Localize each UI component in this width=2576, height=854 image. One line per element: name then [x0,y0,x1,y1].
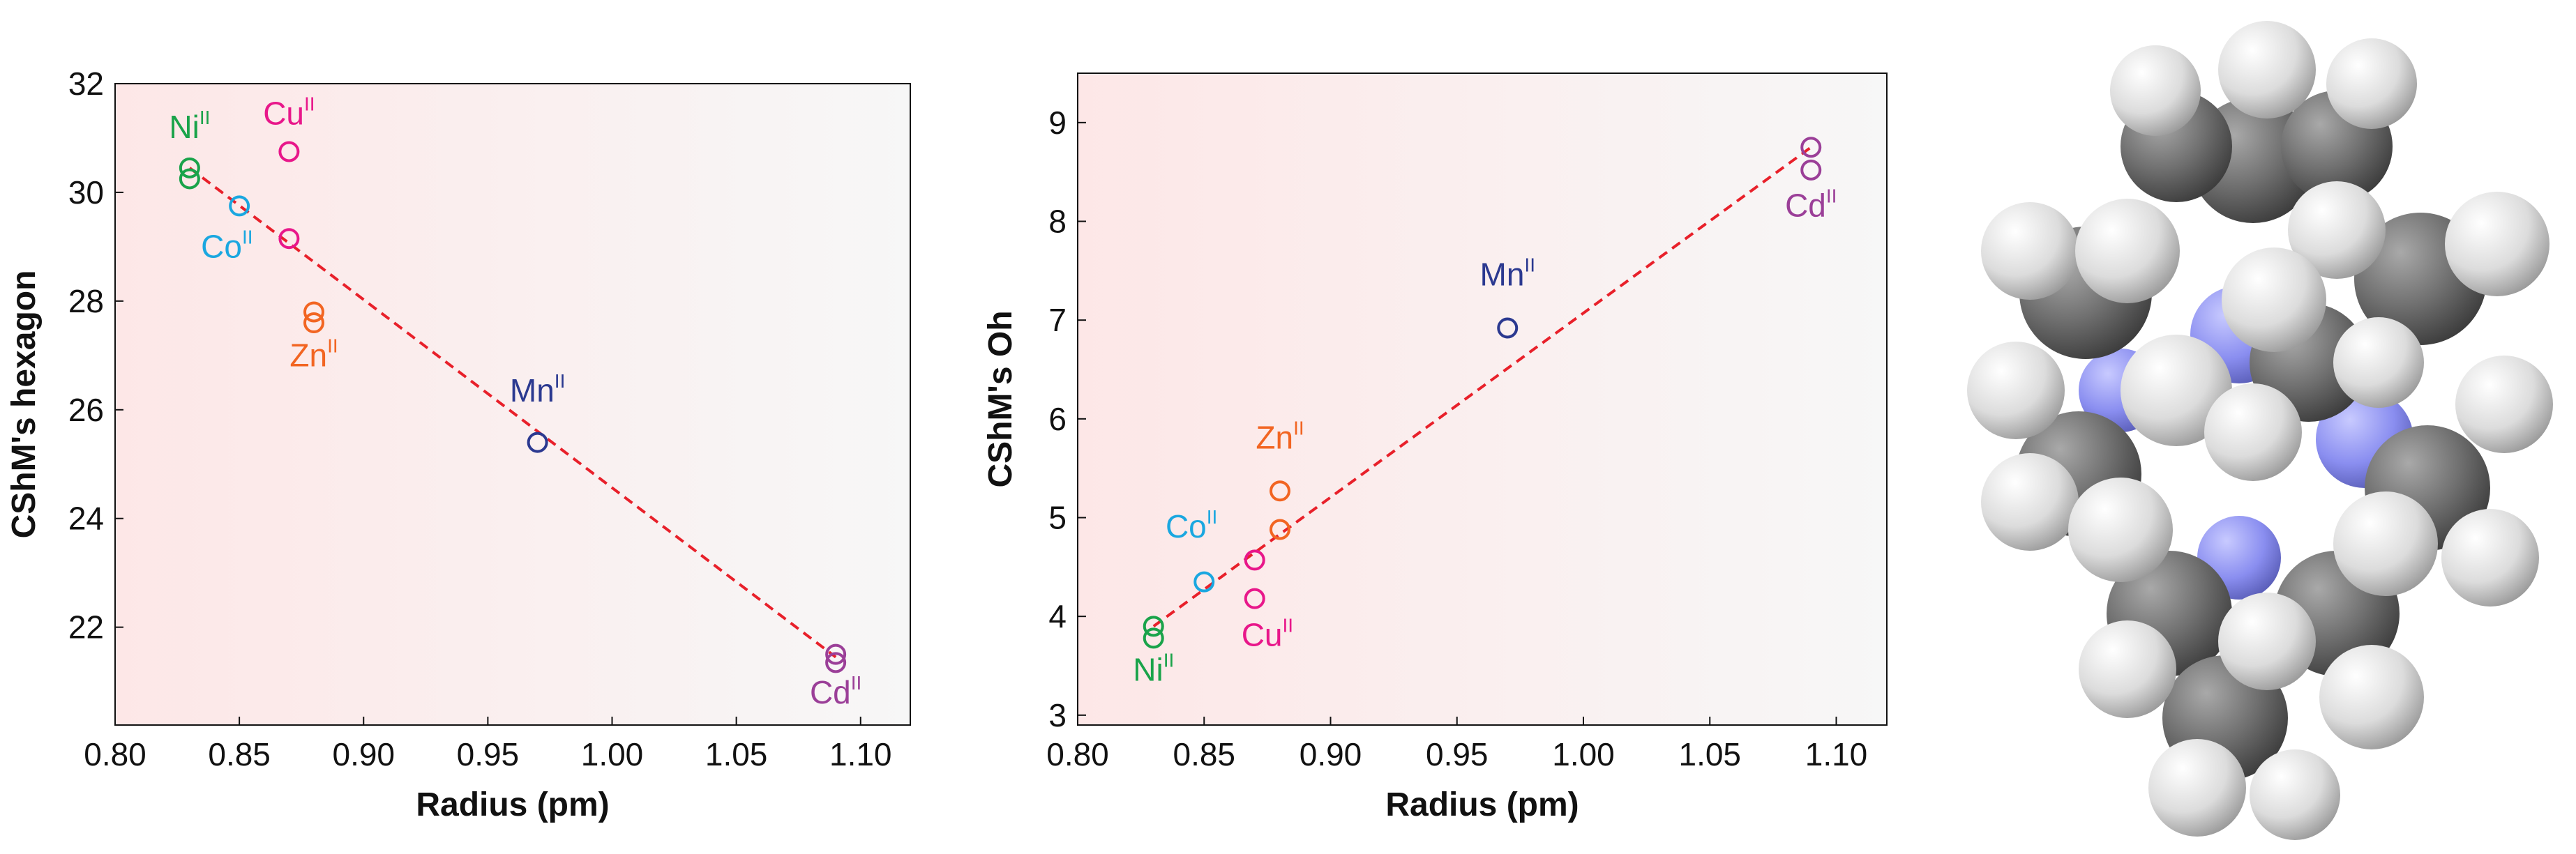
x-tick-label: 0.90 [332,736,395,772]
data-point-cd [1800,137,1822,158]
chart-hexagon-svg: 0.80 0.85 0.90 0.95 1.00 1.05 1.10 22 24 26 28 30 32… [6,66,911,823]
data-point-cu [1244,549,1265,571]
y-axis-title: CShM's hexagon [6,270,43,539]
data-point-ni [179,168,200,190]
point-label-oxidation: II [304,93,315,114]
point-label-oxidation: II [327,335,338,356]
y-tick-label: 28 [68,283,104,319]
point-label-ni: NiII [1133,649,1174,687]
y-axis-title: CShM's Oh [982,310,1019,487]
point-label-oxidation: II [1163,649,1175,671]
point-label-element: Mn [510,372,555,409]
data-point-zn [1270,519,1290,540]
data-point-zn [303,312,324,334]
point-label-element: Cd [810,674,851,710]
point-label-oxidation: II [555,370,566,392]
y-tick-label: 22 [68,609,104,646]
data-point-cd [825,643,847,665]
y-tick-label: 3 [1048,697,1067,733]
point-label-co: CoII [1166,506,1217,544]
data-point-ni [1143,627,1164,649]
point-label-element: Co [201,228,242,264]
space-filling-molecule [1967,21,2553,840]
point-label-oxidation: II [1524,254,1535,276]
point-label-oxidation: II [199,107,211,128]
y-tick-label: 5 [1048,500,1067,536]
y-tick-label: 7 [1048,302,1067,338]
point-label-element: Ni [169,109,199,145]
data-point-mn [1497,317,1519,339]
x-tick-label: 1.10 [829,736,892,772]
point-label-oxidation: II [1283,615,1294,636]
data-point-ni [179,157,200,178]
fit-line [1152,146,1812,627]
point-label-cd: CdII [810,672,861,710]
data-point-cd [1800,159,1822,181]
plot-area [114,83,911,726]
chart-oh: 0.80 0.85 0.90 0.95 1.00 1.05 1.10 3 4 5 6 7 8 9 Radiu… [970,0,1911,851]
x-tick-label: 0.95 [1426,736,1489,772]
data-point-mn [527,432,548,453]
x-axis-title: Radius (pm) [416,786,609,823]
point-label-element: Mn [1480,257,1525,293]
data-point-co [229,195,250,217]
data-point-co [1193,571,1215,593]
y-tick-label: 8 [1048,204,1067,240]
x-tick-label: 0.80 [84,736,146,772]
x-tick-label: 1.00 [1552,736,1615,772]
point-label-mn: MnII [1480,254,1535,293]
point-label-cu: CuII [263,93,315,131]
x-tick-label: 0.85 [208,736,271,772]
fit-line [188,167,837,659]
x-tick-label: 1.05 [1678,736,1741,772]
x-tick-label: 0.90 [1300,736,1362,772]
y-tick-label: 6 [1048,401,1067,437]
point-label-element: Cd [1785,187,1826,223]
data-point-cu [1244,588,1265,609]
x-tick-label: 1.05 [705,736,768,772]
x-tick-label: 1.10 [1805,736,1868,772]
y-tick-label: 4 [1048,598,1067,634]
molecule-structure-image [1946,0,2576,851]
point-label-oxidation: II [851,672,862,694]
point-label-element: Cu [1242,617,1283,653]
point-label-mn: MnII [510,370,565,409]
point-label-oxidation: II [242,226,253,247]
point-label-ni: NiII [169,107,210,145]
data-point-zn [303,301,324,323]
y-tick-label: 30 [68,174,104,211]
data-point-ni [1143,616,1164,637]
y-tick-label: 24 [68,501,104,537]
x-tick-label: 1.00 [581,736,644,772]
data-point-zn [1270,480,1290,502]
data-point-cd [825,652,847,673]
point-label-oxidation: II [1826,185,1837,206]
point-label-zn: ZnII [289,335,338,373]
x-tick-label: 0.80 [1046,736,1109,772]
point-label-co: CoII [201,226,253,264]
data-point-cu [278,228,300,250]
molecule-atoms [1967,21,2553,840]
y-tick-label: 32 [68,66,104,102]
point-label-element: Zn [289,337,327,373]
data-point-cu [278,141,300,162]
point-label-element: Zn [1256,419,1293,455]
chart-oh-svg: 0.80 0.85 0.90 0.95 1.00 1.05 1.10 3 4 5 6 7 8 9 Radiu… [982,73,1888,823]
plot-area [1077,73,1888,726]
point-label-oxidation: II [1293,417,1304,439]
point-label-oxidation: II [1207,506,1218,528]
x-tick-label: 0.95 [457,736,520,772]
y-tick-label: 9 [1048,105,1067,141]
y-tick-label: 26 [68,392,104,428]
point-label-element: Co [1166,508,1207,544]
point-label-element: Cu [263,95,304,131]
point-label-cd: CdII [1785,185,1837,223]
point-label-zn: ZnII [1256,417,1304,455]
point-label-element: Ni [1133,651,1163,687]
x-tick-label: 0.85 [1173,736,1235,772]
point-label-cu: CuII [1242,615,1293,653]
x-axis-title: Radius (pm) [1385,786,1579,823]
chart-hexagon: 0.80 0.85 0.90 0.95 1.00 1.05 1.10 22 24 26 28 30 32… [0,0,928,851]
